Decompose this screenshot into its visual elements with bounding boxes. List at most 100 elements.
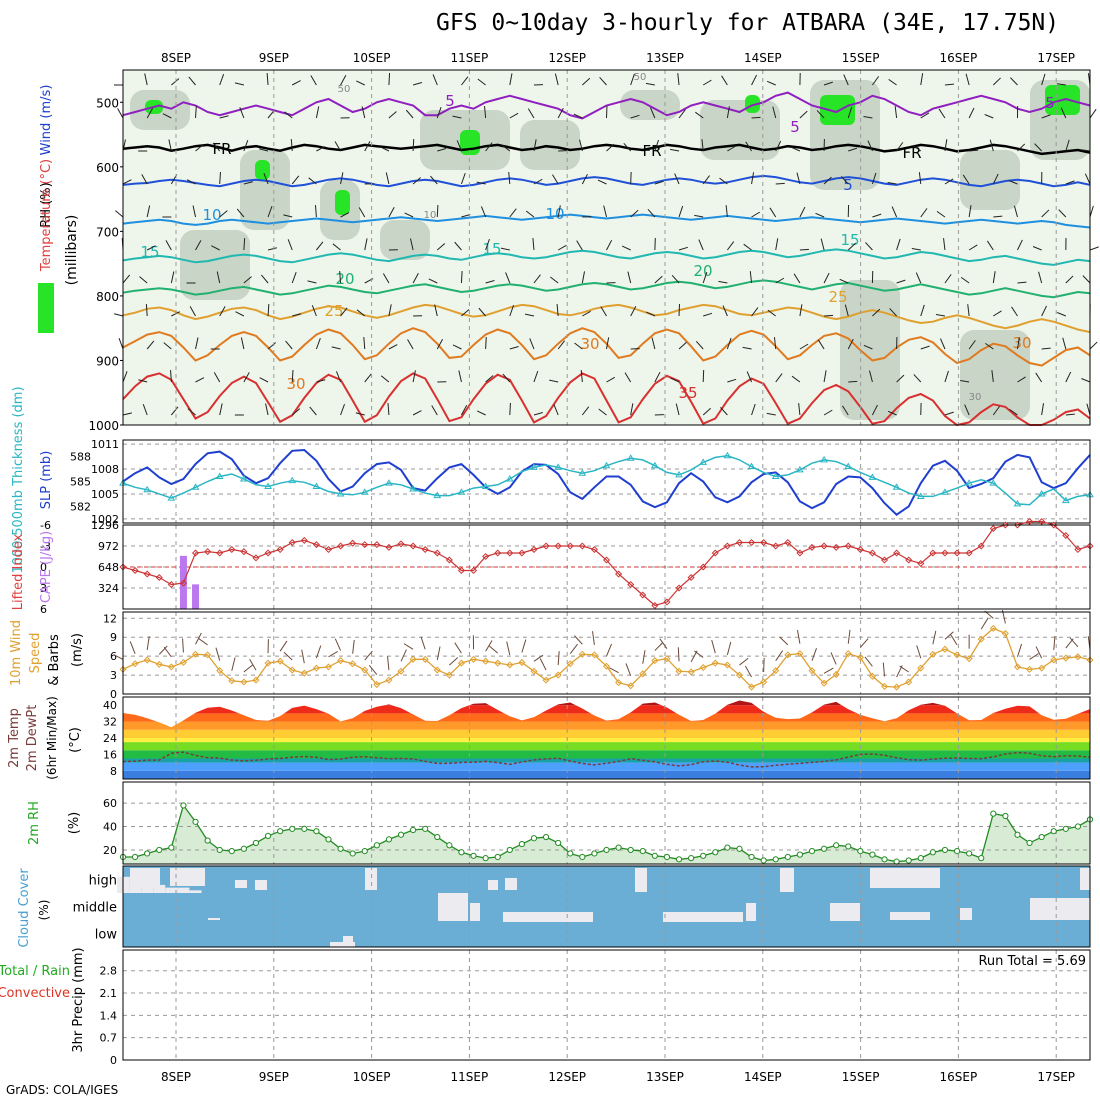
wind-barb xyxy=(844,304,849,317)
rh-marker xyxy=(1074,823,1082,830)
wind-barb-10m xyxy=(215,647,221,661)
wind-barb xyxy=(1089,341,1098,350)
rh-marker xyxy=(579,853,586,861)
wind-barb xyxy=(235,311,245,317)
thickness-marker xyxy=(1061,496,1070,504)
wind-speed-marker xyxy=(590,651,598,659)
wind-barb xyxy=(485,337,487,350)
wind-barb xyxy=(165,240,172,251)
cloud-cell xyxy=(635,868,647,892)
wind-barb xyxy=(267,247,278,251)
wind-barb xyxy=(1080,149,1091,152)
li-marker xyxy=(578,542,586,550)
pressure-tick-label: 1000 xyxy=(88,419,119,433)
wind-barb xyxy=(382,273,390,284)
wind-barb xyxy=(581,271,585,284)
li-marker xyxy=(735,538,743,547)
wind-barb xyxy=(824,314,834,317)
li-marker xyxy=(482,552,490,561)
wind-barb xyxy=(630,73,635,86)
wind-tick-label: 9 xyxy=(110,631,117,644)
temp-tick-label: 24 xyxy=(103,732,117,745)
isotherm-line xyxy=(122,372,1091,427)
li-marker xyxy=(470,566,478,575)
li-marker xyxy=(554,542,562,550)
wind-barb xyxy=(554,73,559,86)
wind-barb-10m xyxy=(763,658,765,673)
wind-speed-marker xyxy=(772,667,780,675)
wind-barb xyxy=(944,83,954,86)
rh-marker xyxy=(434,833,441,841)
thickness-marker xyxy=(433,491,442,499)
rh-marker xyxy=(373,842,380,849)
bottom-date-label: 10SEP xyxy=(353,1070,391,1084)
wind-barb xyxy=(726,106,730,119)
li-marker xyxy=(518,549,526,557)
wind-barb xyxy=(195,337,199,350)
wind-barb-10m xyxy=(796,629,801,644)
cloud-cell xyxy=(255,880,267,890)
wind-speed-marker xyxy=(917,664,925,672)
thickness-marker xyxy=(1037,489,1046,497)
wind-barb-10m xyxy=(449,657,459,666)
temperature-band xyxy=(123,770,1090,779)
slp-series-line xyxy=(122,448,1091,516)
temperature-band xyxy=(123,729,1090,738)
wind-barb xyxy=(1089,205,1094,218)
bottom-date-label: 9SEP xyxy=(259,1070,289,1084)
wind-barb xyxy=(412,410,422,416)
wind-barb xyxy=(871,172,877,185)
wind-barb xyxy=(460,271,463,284)
rh-marker xyxy=(869,851,876,858)
wind-speed-marker xyxy=(240,678,248,686)
wind-barb xyxy=(533,274,541,284)
wind-barb xyxy=(581,77,591,86)
wind-barb xyxy=(799,343,809,350)
wind-barb xyxy=(984,114,994,119)
rh-marker xyxy=(1038,833,1045,841)
wind-barb xyxy=(726,337,732,350)
wind-barb xyxy=(863,116,873,119)
li-tick-label: 3 xyxy=(40,582,47,595)
wind-barb xyxy=(500,247,510,251)
wind-barb xyxy=(219,403,223,416)
contour-label: FR xyxy=(212,140,231,158)
thickness-marker xyxy=(554,463,563,470)
wind-barb xyxy=(702,175,710,185)
wind-barb xyxy=(234,82,244,86)
precip-tick-label: 1.4 xyxy=(100,1009,118,1022)
wind-barb xyxy=(170,370,172,383)
thickness-marker xyxy=(409,484,417,492)
wind-speed-marker xyxy=(965,655,973,663)
wind-barb xyxy=(920,304,925,317)
rh-marker xyxy=(651,852,658,859)
temp-axis-label-c: (6hr Min/Max) xyxy=(45,696,59,780)
wind-barb xyxy=(187,408,196,416)
rh2m-axis-label: 2m RH xyxy=(27,801,42,845)
wind-barb xyxy=(766,80,776,86)
wind-barb xyxy=(742,346,752,350)
wind-barb xyxy=(315,106,320,119)
li-marker xyxy=(1050,521,1058,529)
wind-barb-10m xyxy=(488,645,499,654)
wind-barb xyxy=(935,314,946,317)
cross-section-frame xyxy=(122,69,1091,426)
wind-speed-marker xyxy=(554,671,562,679)
wind-barb-10m xyxy=(932,630,937,645)
wind-barb xyxy=(936,210,946,218)
wind-barb xyxy=(574,342,583,350)
cape-bar xyxy=(192,584,200,609)
wind-speed-marker xyxy=(530,667,538,675)
li-marker xyxy=(651,601,659,610)
thickness-marker xyxy=(167,494,176,501)
wind-barb xyxy=(461,76,469,86)
wind-barb xyxy=(484,106,487,119)
contour-label: 5 xyxy=(1045,94,1055,112)
wind-barb xyxy=(702,79,712,86)
chart-title: GFS 0~10day 3-hourly for ATBARA (34E, 17… xyxy=(436,10,1060,36)
thickness-marker xyxy=(747,462,756,470)
wind-barb xyxy=(556,304,559,317)
contour-label: 35 xyxy=(678,384,697,402)
wind-barb-10m xyxy=(368,665,378,675)
wind-barb xyxy=(434,304,438,317)
